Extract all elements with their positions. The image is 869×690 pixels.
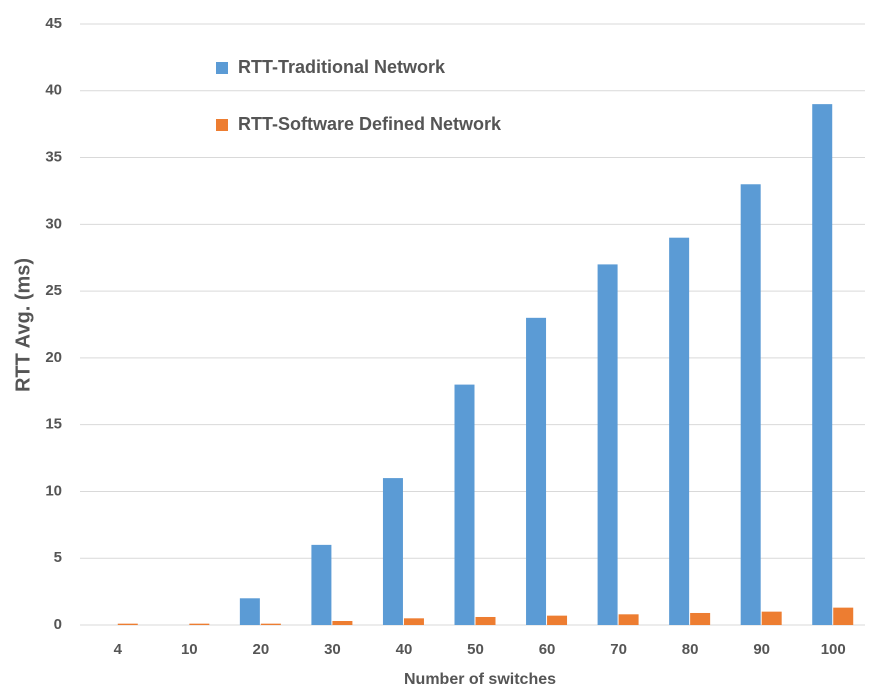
x-tick-label: 90 [753, 641, 770, 658]
x-tick-label: 100 [821, 641, 846, 658]
bar [117, 623, 138, 625]
legend-label: RTT-Traditional Network [238, 57, 446, 77]
bar [239, 598, 260, 625]
bar [833, 607, 854, 625]
y-tick-label: 30 [45, 215, 62, 232]
bar [260, 623, 281, 625]
y-tick-label: 0 [54, 616, 62, 633]
bar [740, 184, 761, 625]
bar [403, 618, 424, 625]
y-axis-title: RTT Avg. (ms) [12, 258, 34, 392]
bar [332, 620, 353, 625]
bar [812, 104, 833, 626]
x-tick-label: 70 [610, 641, 627, 658]
y-tick-label: 15 [45, 416, 62, 433]
bar [597, 264, 618, 625]
y-tick-label: 20 [45, 349, 62, 366]
bar [618, 614, 639, 625]
x-tick-label: 30 [324, 641, 341, 658]
y-tick-label: 35 [45, 149, 62, 166]
y-tick-label: 5 [54, 549, 62, 566]
bar [189, 623, 210, 625]
x-tick-label: 10 [181, 641, 198, 658]
y-tick-label: 45 [45, 15, 62, 32]
bar [690, 612, 711, 625]
bar [454, 384, 475, 625]
x-tick-label: 40 [396, 641, 413, 658]
x-tick-label: 80 [682, 641, 699, 658]
legend-swatch [216, 62, 228, 74]
bar [526, 317, 547, 625]
bar [311, 544, 332, 625]
x-tick-label: 50 [467, 641, 484, 658]
bar [475, 616, 496, 625]
legend-label: RTT-Software Defined Network [238, 114, 502, 134]
x-tick-label: 4 [114, 641, 123, 658]
x-axis-title: Number of switches [404, 671, 556, 688]
bar [669, 237, 690, 625]
y-tick-label: 40 [45, 82, 62, 99]
bar [761, 611, 782, 625]
x-tick-label: 60 [539, 641, 556, 658]
legend-swatch [216, 119, 228, 131]
bar [547, 615, 568, 625]
y-tick-label: 10 [45, 482, 62, 499]
bar [382, 478, 403, 625]
x-tick-label: 20 [253, 641, 270, 658]
y-tick-label: 25 [45, 282, 62, 299]
